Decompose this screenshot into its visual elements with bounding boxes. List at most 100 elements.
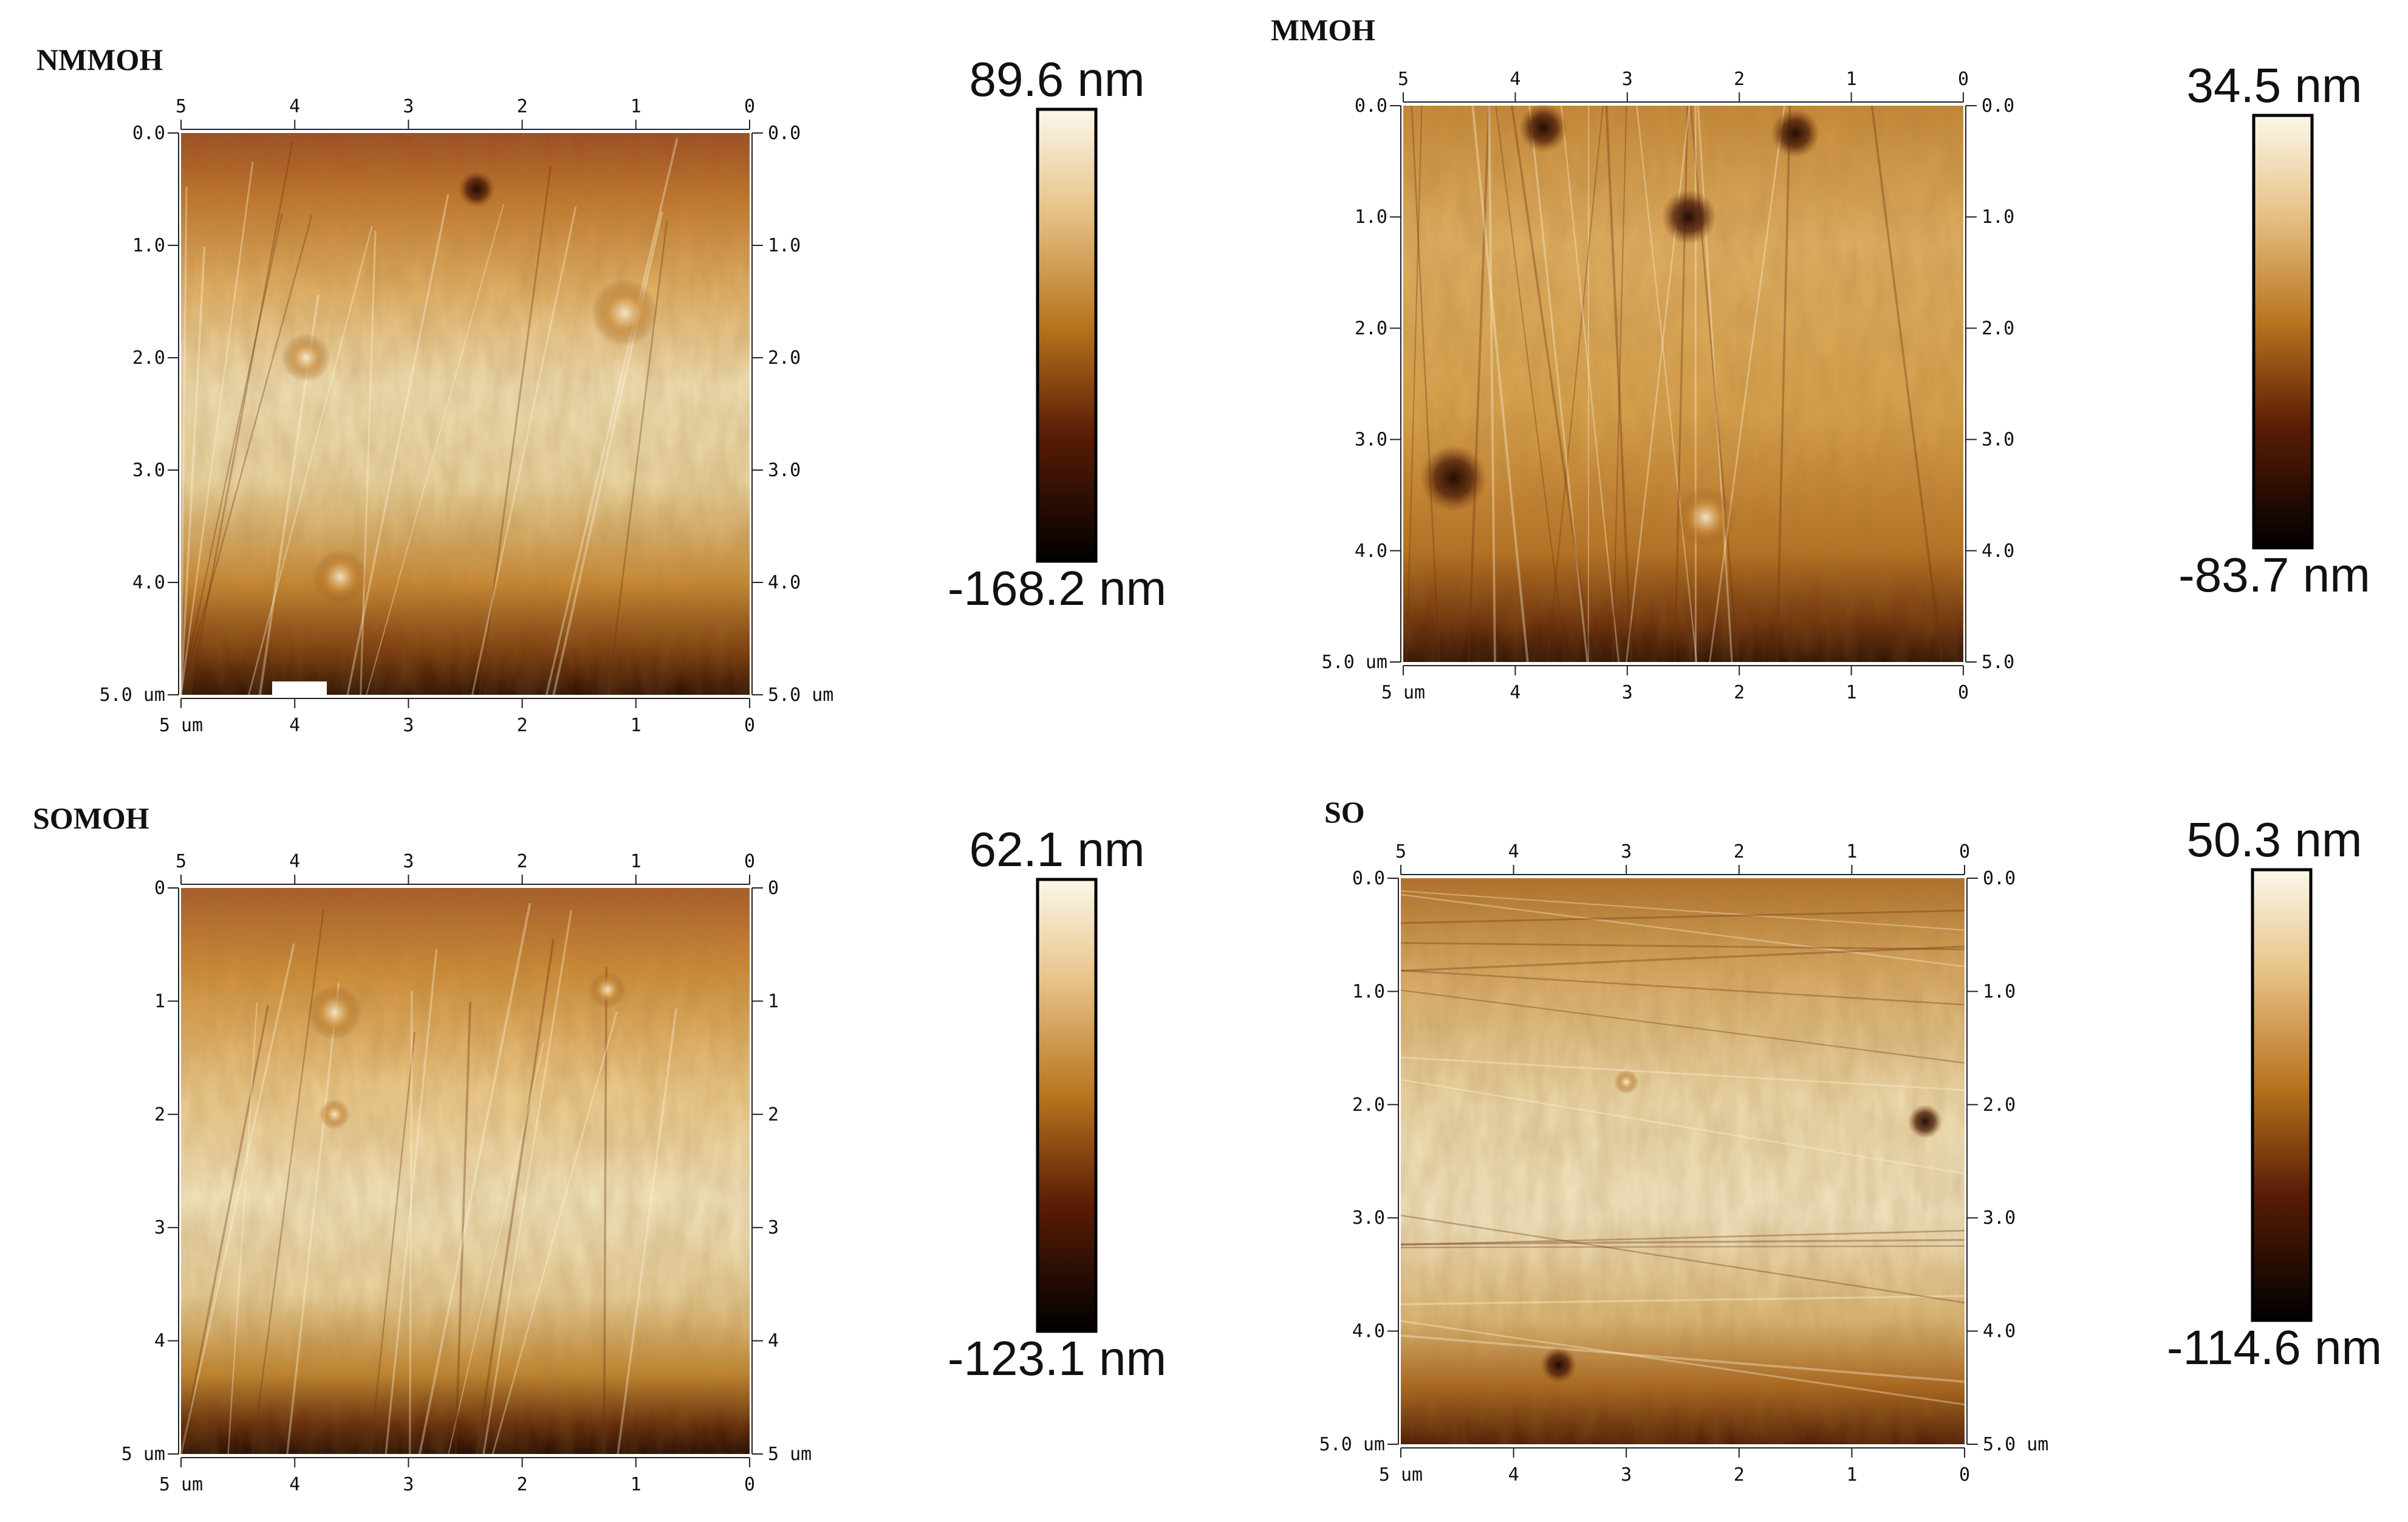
left-tick-label: 2: [154, 1104, 165, 1125]
left-tick-label: 5.0 um: [100, 684, 165, 706]
right-tick-label: 5.0: [1982, 652, 2014, 673]
top-tick-label: 3: [403, 96, 414, 117]
colorbar-max-label: 50.3 nm: [2186, 813, 2362, 867]
bottom-tick-label: 0: [1959, 1464, 1970, 1486]
colorbar-max-label: 89.6 nm: [969, 52, 1144, 106]
afm-topography-image: [1400, 878, 1965, 1444]
bottom-tick-label: 0: [744, 1474, 755, 1495]
left-tick-label: 3.0: [1352, 1207, 1385, 1229]
left-tick-label: 0.0: [132, 123, 165, 144]
top-tick-label: 5: [176, 851, 186, 872]
bottom-tick-label: 2: [517, 715, 528, 736]
right-tick-label: 3.0: [1983, 1207, 2016, 1229]
left-tick-label: 1.0: [1355, 206, 1387, 228]
bottom-tick-label: 4: [289, 715, 300, 736]
bottom-tick-label: 1: [1846, 682, 1857, 703]
top-tick-label: 2: [1734, 841, 1745, 862]
bottom-tick-label: 1: [631, 715, 641, 736]
afm-panel-mmoh: MMOH 5 5 um 0.0 0.0 4 4 1.0 1.0 3 3 2.0 2.0 2 2 3.0 3.0 1…: [1271, 13, 2370, 703]
bottom-tick-label: 4: [1508, 1464, 1519, 1486]
top-tick-label: 1: [1846, 69, 1857, 90]
colorbar-min-label: -83.7 nm: [2178, 548, 2370, 602]
top-tick-label: 2: [517, 96, 528, 117]
left-tick-label: 1.0: [132, 235, 165, 256]
right-tick-label: 3: [768, 1217, 779, 1238]
afm-topography-image: [180, 888, 750, 1455]
panel-label: NMMOH: [36, 43, 163, 77]
top-tick-label: 5: [1398, 69, 1409, 90]
left-tick-label: 3.0: [132, 460, 165, 481]
right-tick-label: 4: [768, 1331, 779, 1352]
right-tick-label: 1.0: [768, 235, 801, 256]
afm-topography-image: [1403, 103, 1963, 663]
left-tick-label: 4.0: [1352, 1321, 1385, 1342]
bottom-tick-label: 5 um: [1379, 1464, 1423, 1486]
bottom-tick-label: 3: [403, 715, 414, 736]
top-tick-label: 0: [744, 851, 755, 872]
top-tick-label: 3: [403, 851, 414, 872]
left-tick-label: 5.0 um: [1322, 652, 1387, 673]
colorbar-min-label: -123.1 nm: [948, 1331, 1166, 1385]
right-tick-label: 1.0: [1982, 206, 2014, 228]
left-tick-label: 1: [154, 991, 165, 1012]
bottom-tick-label: 2: [517, 1474, 528, 1495]
right-tick-label: 2.0: [768, 347, 801, 369]
top-tick-label: 1: [631, 851, 641, 872]
right-tick-label: 1.0: [1983, 981, 2016, 1002]
left-tick-label: 1.0: [1352, 981, 1385, 1002]
panel-label: SO: [1324, 795, 1365, 829]
top-tick-label: 2: [1734, 69, 1745, 90]
top-tick-label: 1: [631, 96, 641, 117]
panel-axes: 5 5 um 0.0 0.0 4 4 1.0 1.0 3 3 2.0 2.0 2 2 3.0 3.0 1 1 4.0…: [1322, 69, 2015, 703]
bottom-tick-label: 5 um: [159, 715, 203, 736]
left-tick-label: 0: [154, 878, 165, 899]
top-tick-label: 3: [1622, 69, 1633, 90]
right-tick-label: 0.0: [768, 123, 801, 144]
top-tick-label: 4: [289, 96, 300, 117]
right-tick-label: 1: [768, 991, 779, 1012]
bottom-tick-label: 2: [1734, 682, 1745, 703]
bottom-tick-label: 3: [403, 1474, 414, 1495]
colorbar-max-label: 34.5 nm: [2186, 58, 2362, 112]
left-tick-label: 4.0: [1355, 541, 1387, 562]
top-tick-label: 5: [176, 96, 186, 117]
bottom-tick-label: 1: [1846, 1464, 1857, 1486]
top-tick-label: 2: [517, 851, 528, 872]
top-tick-label: 0: [1959, 841, 1970, 862]
right-tick-label: 5 um: [768, 1444, 812, 1465]
top-tick-label: 4: [1508, 841, 1519, 862]
right-tick-label: 0: [768, 878, 779, 899]
right-tick-label: 5.0 um: [768, 684, 833, 706]
left-tick-label: 4: [154, 1331, 165, 1352]
bottom-tick-label: 0: [744, 715, 755, 736]
panel-label: MMOH: [1271, 13, 1375, 47]
left-tick-label: 5.0 um: [1319, 1434, 1385, 1455]
top-tick-label: 5: [1395, 841, 1406, 862]
bottom-tick-label: 4: [289, 1474, 300, 1495]
right-tick-label: 0.0: [1983, 868, 2016, 889]
left-tick-label: 3.0: [1355, 429, 1387, 451]
right-tick-label: 2.0: [1982, 318, 2014, 339]
left-tick-label: 3: [154, 1217, 165, 1238]
top-tick-label: 4: [289, 851, 300, 872]
top-tick-label: 3: [1621, 841, 1632, 862]
height-colorbar: 50.3 nm -114.6 nm: [2167, 813, 2382, 1374]
bottom-tick-label: 5 um: [159, 1474, 203, 1495]
left-tick-label: 5 um: [121, 1444, 165, 1465]
left-tick-label: 0.0: [1352, 868, 1385, 889]
right-tick-label: 3.0: [1982, 429, 2014, 451]
panel-axes: 5 5 um 0.0 0.0 4 4 1.0 1.0 3 3 2.0 2.0 2 2 3.0 3.0 1 1 4.0…: [100, 96, 834, 736]
panel-axes: 5 5 um 0.0 0.0 4 4 1.0 1.0 3 3 2.0 2.0 2 2 3.0 3.0 1 1 4.0…: [1319, 841, 2049, 1486]
top-tick-label: 4: [1510, 69, 1520, 90]
bottom-tick-label: 0: [1958, 682, 1969, 703]
bottom-tick-label: 4: [1510, 682, 1520, 703]
right-tick-label: 5.0 um: [1983, 1434, 2048, 1455]
bottom-tick-label: 5 um: [1381, 682, 1425, 703]
left-tick-label: 2.0: [1355, 318, 1387, 339]
top-tick-label: 0: [1958, 69, 1969, 90]
left-tick-label: 4.0: [132, 572, 165, 593]
bottom-tick-label: 3: [1621, 1464, 1632, 1486]
height-colorbar: 89.6 nm -168.2 nm: [948, 52, 1166, 615]
